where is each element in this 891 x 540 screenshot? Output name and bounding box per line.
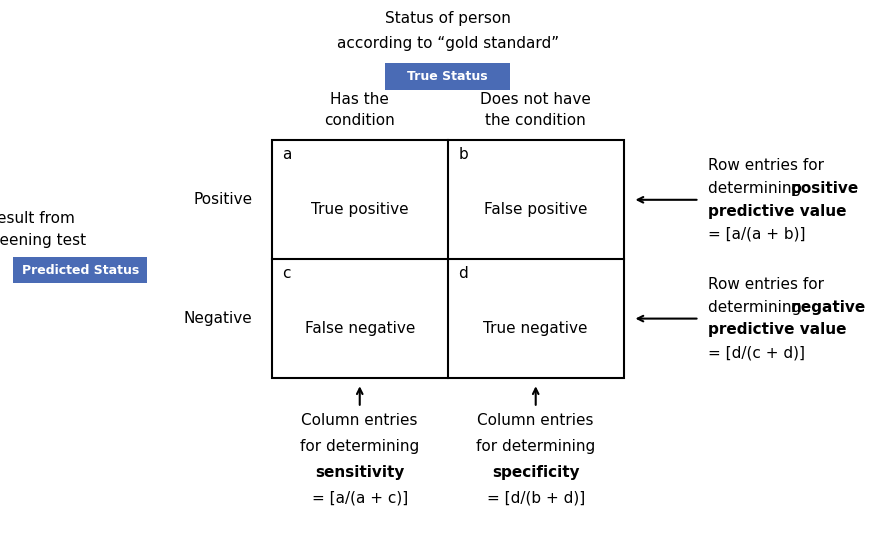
Text: a: a [282, 147, 292, 162]
Text: True negative: True negative [484, 321, 588, 336]
Text: = [d/(b + d)]: = [d/(b + d)] [486, 491, 584, 506]
Text: Status of person: Status of person [385, 11, 511, 26]
Text: according to “gold standard”: according to “gold standard” [337, 36, 559, 51]
Bar [385, 63, 511, 90]
Text: predictive value: predictive value [708, 204, 846, 219]
Bar [272, 140, 624, 378]
Text: for determining: for determining [476, 439, 595, 454]
Text: = [d/(c + d)]: = [d/(c + d)] [708, 345, 805, 360]
Text: Predicted Status: Predicted Status [21, 264, 139, 276]
Bar [13, 257, 147, 283]
Text: screening test: screening test [0, 233, 86, 248]
Text: c: c [282, 266, 291, 281]
Text: condition: condition [324, 113, 395, 129]
Text: d: d [458, 266, 468, 281]
Text: for determining: for determining [300, 439, 420, 454]
Text: Positive: Positive [193, 192, 252, 207]
Text: Negative: Negative [184, 311, 252, 326]
Text: False positive: False positive [484, 202, 587, 217]
Text: positive: positive [791, 181, 860, 196]
Text: negative: negative [791, 300, 866, 315]
Text: Result from: Result from [0, 211, 75, 226]
Text: True positive: True positive [311, 202, 409, 217]
Text: determining: determining [708, 181, 806, 196]
Text: b: b [458, 147, 468, 162]
Text: = [a/(a + b)]: = [a/(a + b)] [708, 226, 805, 241]
Text: the condition: the condition [486, 113, 586, 129]
Text: sensitivity: sensitivity [315, 465, 405, 480]
Text: False negative: False negative [305, 321, 415, 336]
Text: Row entries for: Row entries for [708, 158, 824, 173]
Text: Does not have: Does not have [480, 92, 591, 107]
Text: specificity: specificity [492, 465, 579, 480]
Text: predictive value: predictive value [708, 322, 846, 338]
Text: True Status: True Status [407, 70, 488, 83]
Text: Column entries: Column entries [301, 413, 418, 428]
Text: = [a/(a + c)]: = [a/(a + c)] [312, 491, 408, 506]
Text: Column entries: Column entries [478, 413, 594, 428]
Text: determining: determining [708, 300, 806, 315]
Text: Has the: Has the [331, 92, 389, 107]
Text: Row entries for: Row entries for [708, 277, 824, 292]
